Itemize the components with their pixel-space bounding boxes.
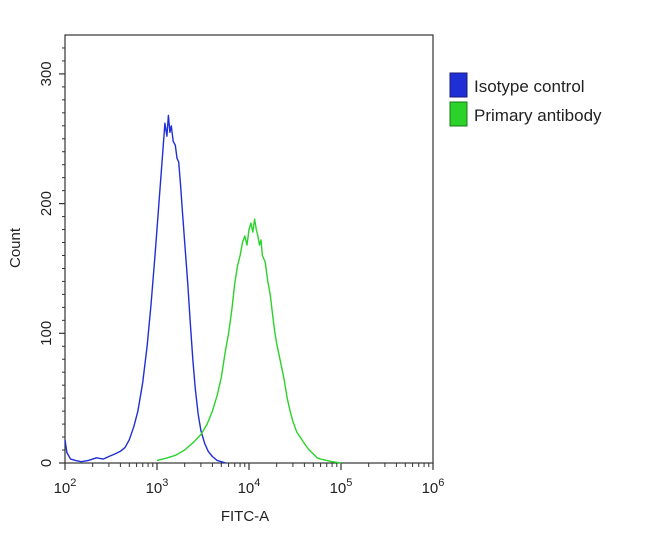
legend-label-isotype-control: Isotype control [474,77,585,96]
y-tick-label: 100 [38,321,55,346]
y-tick-label: 200 [38,191,55,216]
series-layer [64,114,342,464]
legend: Isotype control Primary antibody [449,72,602,127]
series-line-primary-antibody [156,218,342,464]
x-tick-label: 106 [422,477,445,497]
x-tick-label: 105 [330,477,353,497]
x-tick-label: 102 [54,477,77,497]
x-tick-label: 104 [238,477,261,497]
y-axis: 0 100 200 300 [38,47,65,467]
y-tick-label: 300 [38,61,55,86]
x-axis-title: FITC-A [221,508,269,525]
legend-swatch-isotype-control [449,72,468,98]
legend-swatch-primary-antibody [449,101,468,127]
series-line-isotype-control [64,114,226,464]
legend-label-primary-antibody: Primary antibody [474,106,602,125]
y-tick-label: 0 [38,459,55,467]
x-axis: 102 103 104 105 106 [54,463,445,497]
x-tick-label: 103 [146,477,169,497]
y-axis-title: Count [7,227,24,268]
plot-frame [64,34,434,464]
